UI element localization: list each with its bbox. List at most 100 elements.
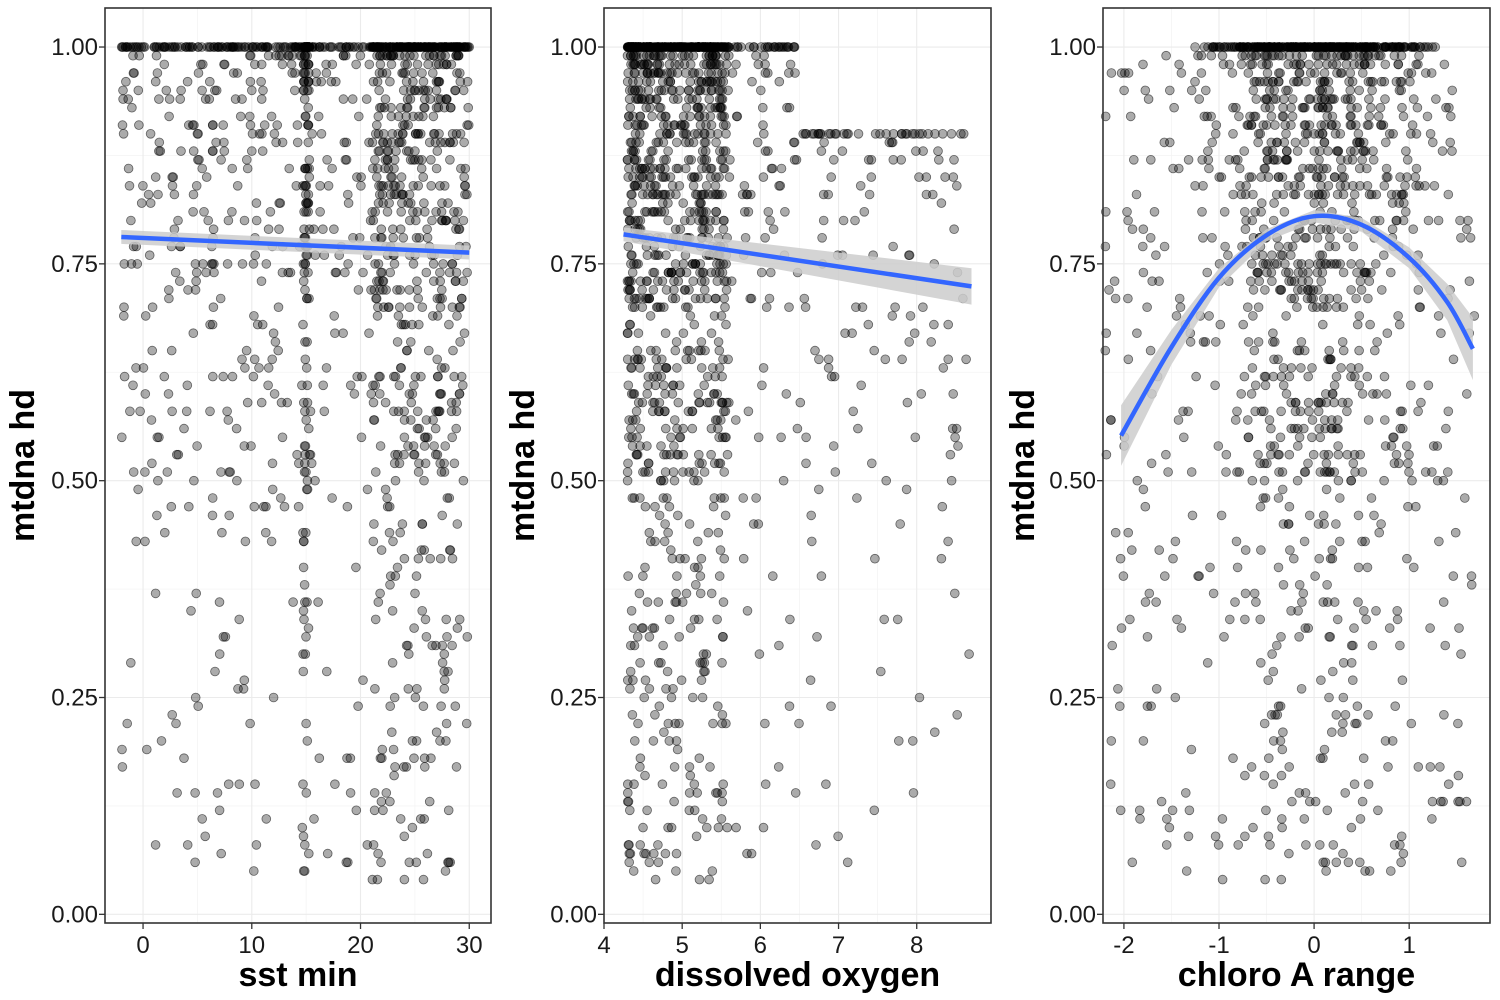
data-point [1249,588,1260,599]
data-point [773,762,784,772]
data-point [622,276,633,287]
data-point [722,822,732,833]
data-point [205,319,215,330]
data-point [1232,406,1242,417]
data-point [398,233,409,243]
data-point [436,363,447,373]
data-point [704,874,714,885]
data-point [1448,354,1459,365]
data-point [290,68,300,78]
data-point [355,50,366,61]
data-point [190,857,200,868]
data-point [1284,848,1294,859]
data-point [652,94,662,104]
data-point [1265,840,1275,850]
data-point [228,68,239,78]
data-point [1465,233,1476,243]
data-point [1283,241,1293,252]
data-point [164,94,175,104]
data-point [152,68,163,78]
data-point [382,207,393,217]
data-point [390,571,401,581]
data-point [1211,120,1222,130]
data-point [707,363,718,373]
data-point [303,59,314,70]
data-point [1413,59,1423,70]
data-point [1235,181,1245,191]
data-point [419,441,430,451]
data-point [1379,250,1389,261]
data-point [376,753,387,763]
data-point [717,718,727,729]
data-point [1299,137,1310,148]
data-point [449,371,460,382]
data-point [1263,831,1274,842]
data-point [1296,363,1306,373]
data-point [1219,631,1229,642]
y-tick-label: 0.50 [51,468,98,495]
data-point [1331,709,1342,720]
data-point [345,788,356,798]
data-point [1336,68,1346,78]
data-point [1315,85,1325,96]
data-point [403,441,413,451]
data-point [672,744,683,755]
data-point [1346,259,1356,269]
data-point [672,423,682,434]
data-point [718,354,728,365]
data-point [1161,449,1171,460]
data-point [783,68,794,78]
data-point [1214,172,1224,182]
data-point [1447,146,1457,156]
data-point [302,397,313,408]
data-point [156,736,167,746]
data-point [1253,129,1264,139]
data-point [194,155,204,165]
data-point [364,328,374,339]
data-point [1271,189,1282,200]
data-point [623,796,634,807]
data-point [1289,553,1299,564]
data-point [223,415,234,425]
data-point [272,120,283,130]
data-point [388,536,398,547]
data-point [1333,423,1343,434]
data-point [624,207,634,217]
data-point [1138,241,1148,252]
data-point [458,215,469,226]
data-point [341,857,352,868]
data-point [700,666,710,677]
data-point [387,657,398,668]
data-point [1353,597,1363,607]
data-point [410,692,421,703]
data-point [1142,631,1153,642]
data-point [235,111,246,122]
data-point [276,397,287,408]
data-point [641,848,651,859]
data-point [1105,779,1116,789]
data-point [119,259,130,269]
data-point [760,233,770,243]
data-point [1173,415,1184,425]
data-point [1366,267,1376,278]
data-point [452,519,463,529]
data-point [1403,501,1413,512]
data-point [452,68,462,78]
data-point [322,155,332,165]
data-point [442,493,453,503]
data-point [378,198,388,208]
data-point [1439,59,1450,70]
data-point [696,337,707,347]
data-point [1380,415,1390,425]
data-point [1349,623,1359,633]
data-point [623,241,634,252]
data-point [462,189,472,200]
data-point [693,389,704,399]
data-point [224,510,235,521]
data-point [624,415,634,425]
data-point [1340,94,1351,104]
data-point [725,155,735,165]
data-point [301,631,311,642]
data-point [653,857,664,868]
data-point [129,42,140,52]
